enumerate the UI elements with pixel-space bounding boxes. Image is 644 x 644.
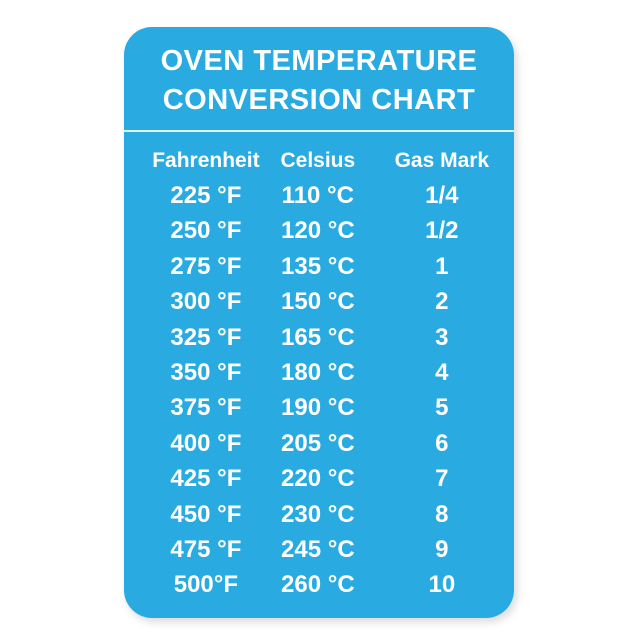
conversion-table: Fahrenheit Celsius Gas Mark 225 °F 110 °… xyxy=(124,143,514,603)
celsius-value: 245 °C xyxy=(281,535,355,563)
table-row: 475 °F 245 °C 9 xyxy=(124,532,514,567)
celsius-value: 135 °C xyxy=(281,252,355,280)
gas-mark-value: 5 xyxy=(435,394,449,422)
celsius-value: 220 °C xyxy=(281,465,355,493)
fahrenheit-value: 350 °F xyxy=(170,359,242,387)
gas-mark-value: 4 xyxy=(435,359,449,387)
gas-mark-value: 3 xyxy=(435,323,449,351)
table-row: 500°F 260 °C 10 xyxy=(124,568,514,603)
table-row: 300 °F 150 °C 2 xyxy=(124,285,514,320)
celsius-value: 150 °C xyxy=(281,288,355,316)
column-header-gas-mark: Gas Mark xyxy=(394,148,490,172)
fahrenheit-value: 325 °F xyxy=(170,323,242,351)
title-divider xyxy=(124,130,514,132)
fahrenheit-value: 275 °F xyxy=(170,252,242,280)
table-row: 450 °F 230 °C 8 xyxy=(124,497,514,532)
celsius-value: 165 °C xyxy=(281,323,355,351)
conversion-chart-card: OVEN TEMPERATURE CONVERSION CHART Fahren… xyxy=(124,27,514,618)
table-row: 375 °F 190 °C 5 xyxy=(124,391,514,426)
fahrenheit-value: 300 °F xyxy=(170,288,242,316)
fahrenheit-value: 250 °F xyxy=(170,217,242,245)
chart-title: OVEN TEMPERATURE CONVERSION CHART xyxy=(124,42,514,120)
table-row: 225 °F 110 °C 1/4 xyxy=(124,178,514,213)
table-row: 350 °F 180 °C 4 xyxy=(124,355,514,390)
gas-mark-value: 9 xyxy=(435,535,449,563)
fahrenheit-value: 475 °F xyxy=(170,535,242,563)
celsius-value: 260 °C xyxy=(281,571,355,599)
celsius-value: 205 °C xyxy=(281,429,355,457)
gas-mark-value: 1/4 xyxy=(425,182,459,210)
celsius-value: 230 °C xyxy=(281,500,355,528)
gas-mark-value: 1/2 xyxy=(425,217,459,245)
fahrenheit-value: 450 °F xyxy=(170,500,242,528)
celsius-value: 110 °C xyxy=(281,182,354,210)
column-header-fahrenheit: Fahrenheit xyxy=(152,148,260,172)
table-row: 325 °F 165 °C 3 xyxy=(124,320,514,355)
table-row: 400 °F 205 °C 6 xyxy=(124,426,514,461)
column-header-celsius: Celsius xyxy=(280,148,356,172)
fahrenheit-value: 375 °F xyxy=(170,394,242,422)
gas-mark-value: 1 xyxy=(435,252,449,280)
table-row: 250 °F 120 °C 1/2 xyxy=(124,214,514,249)
fahrenheit-value: 400 °F xyxy=(170,429,242,457)
celsius-value: 190 °C xyxy=(281,394,355,422)
gas-mark-value: 2 xyxy=(435,288,449,316)
fahrenheit-value: 500°F xyxy=(173,571,239,599)
celsius-value: 180 °C xyxy=(281,359,355,387)
gas-mark-value: 7 xyxy=(435,465,449,493)
gas-mark-value: 8 xyxy=(435,500,449,528)
table-row: 425 °F 220 °C 7 xyxy=(124,462,514,497)
chart-title-line2: CONVERSION CHART xyxy=(162,84,476,116)
table-header-row: Fahrenheit Celsius Gas Mark xyxy=(124,143,514,178)
chart-title-line1: OVEN TEMPERATURE xyxy=(160,45,478,77)
table-row: 275 °F 135 °C 1 xyxy=(124,249,514,284)
gas-mark-value: 10 xyxy=(428,571,456,599)
fahrenheit-value: 425 °F xyxy=(170,465,242,493)
celsius-value: 120 °C xyxy=(281,217,355,245)
gas-mark-value: 6 xyxy=(435,429,449,457)
fahrenheit-value: 225 °F xyxy=(170,182,242,210)
